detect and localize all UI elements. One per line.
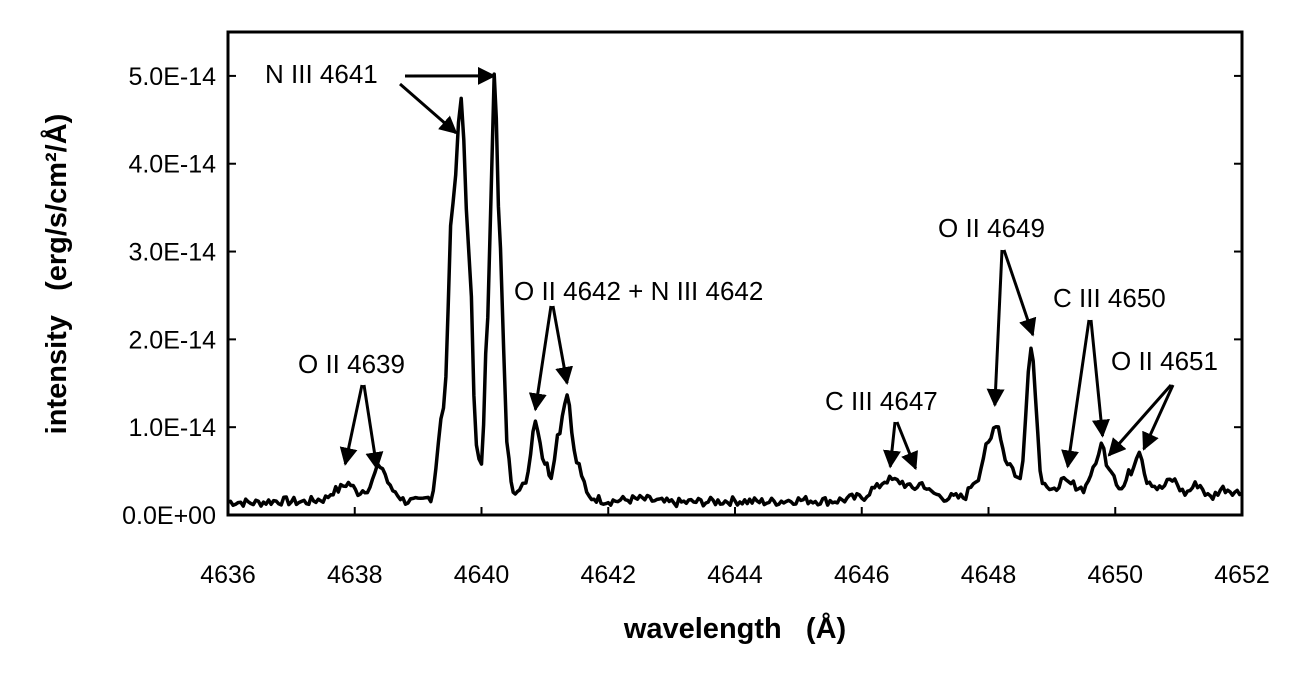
- annotation-label: O II 4649: [938, 213, 1045, 243]
- annotation-arrow: [528, 305, 553, 412]
- x-tick-label: 4642: [580, 561, 636, 589]
- y-axis-title: intensity (erg/s/cm²/Å): [40, 114, 73, 435]
- annotation-arrow: [895, 421, 918, 471]
- x-axis-ticks: 4636 4638 4640 4642 4644 4646 4648 4650 4652: [200, 507, 1270, 589]
- annotation-arrow: [399, 82, 458, 135]
- annotation-arrow: [339, 384, 364, 466]
- annotation-arrow: [1089, 319, 1110, 438]
- x-tick-label: 4652: [1214, 561, 1270, 589]
- x-tick-label: 4636: [200, 561, 256, 589]
- line-annotations: N III 4641 O II 4639 O II 4642 + N III 464…: [265, 59, 1218, 471]
- annotation-label: C III 4647: [825, 386, 938, 416]
- y-tick-label: 4.0E-14: [128, 151, 216, 179]
- plot-frame: [226, 30, 1244, 517]
- x-tick-label: 4648: [961, 561, 1017, 589]
- annotation-arrow: [1002, 249, 1037, 337]
- annotation-arrow: [1142, 384, 1175, 451]
- annotation-label: O II 4639: [298, 349, 405, 379]
- x-tick-label: 4646: [834, 561, 890, 589]
- x-tick-label: 4638: [327, 561, 383, 589]
- y-axis-ticks: 0.0E+00 1.0E-14 2.0E-14 3.0E-14 4.0E-14 5.0E-…: [122, 63, 1242, 530]
- annotation-label: N III 4641: [265, 59, 378, 89]
- y-tick-label: 3.0E-14: [128, 239, 216, 267]
- y-tick-label: 5.0E-14: [128, 63, 216, 91]
- series-line-spectrum: [227, 72, 1243, 509]
- annotation-label: O II 4651: [1111, 346, 1218, 376]
- x-tick-label: 4644: [707, 561, 763, 589]
- annotation-arrow: [551, 305, 574, 386]
- y-tick-label: 2.0E-14: [128, 326, 216, 354]
- y-tick-label: 1.0E-14: [128, 414, 216, 442]
- x-tick-label: 4650: [1087, 561, 1143, 589]
- annotation-arrow: [986, 249, 1005, 408]
- annotation-label: C III 4650: [1053, 283, 1166, 313]
- annotation-arrow: [1061, 319, 1091, 469]
- annotation-label: O II 4642 + N III 4642: [514, 276, 763, 306]
- y-tick-label: 0.0E+00: [122, 502, 216, 530]
- annotation-arrow: [883, 421, 901, 469]
- annotation-arrow: [362, 384, 384, 471]
- x-tick-label: 4640: [454, 561, 510, 589]
- x-axis-title: wavelength (Å): [623, 612, 846, 645]
- annotation-arrow: [1107, 384, 1173, 457]
